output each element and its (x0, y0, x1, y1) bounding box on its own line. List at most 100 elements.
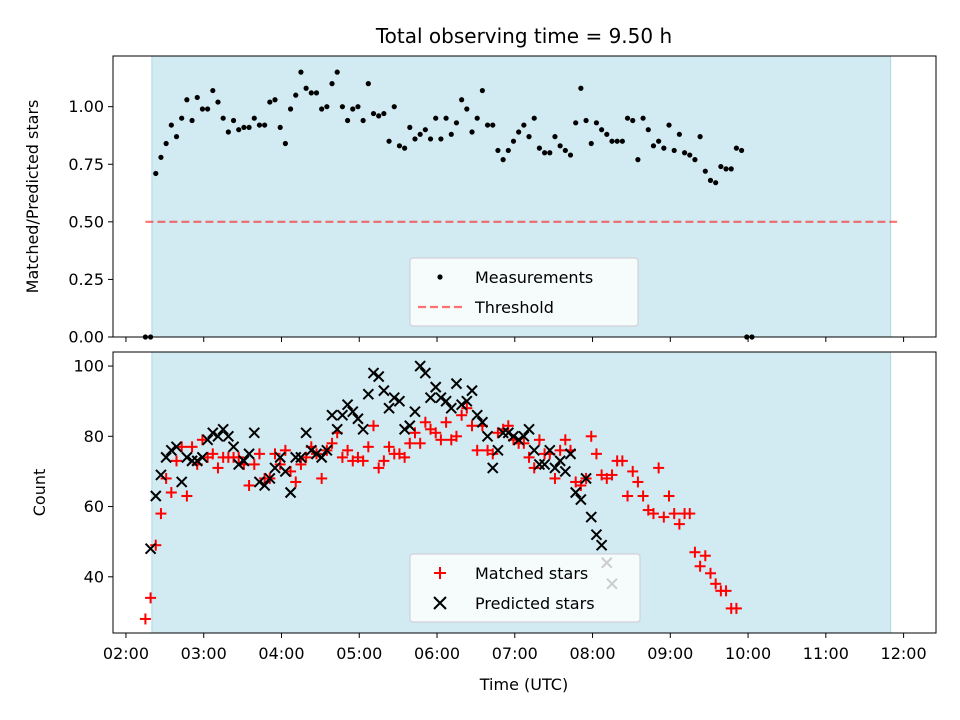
predicted-star-point (150, 490, 162, 502)
matched-star-point (160, 472, 172, 484)
measurement-point (412, 136, 418, 142)
measurement-point (635, 157, 641, 163)
measurement-point (427, 136, 434, 142)
matched-star-point (300, 451, 312, 463)
measurement-point (319, 106, 325, 112)
count-x-ticks: 02:00 03:00 04:00 05:00 06:00 07:00 08:00 09:00… (103, 633, 927, 663)
predicted-star-point (144, 542, 157, 555)
matched-star-point (440, 416, 452, 428)
predicted-star-point (305, 444, 318, 457)
measurement-point (282, 140, 288, 147)
matched-star-point (274, 458, 286, 470)
predicted-star-point (290, 451, 302, 464)
predicted-star-point (419, 367, 432, 379)
predicted-star-point (352, 413, 364, 425)
measurement-point (599, 127, 605, 133)
matched-star-point (622, 490, 634, 502)
measurement-point (552, 134, 558, 140)
measurement-point (536, 145, 543, 151)
measurement-point (681, 150, 688, 156)
measurement-point (624, 115, 631, 121)
measurement-point (376, 113, 382, 119)
measurement-point (324, 104, 330, 110)
legend-matched-marker (434, 567, 446, 579)
matched-star-point (606, 469, 618, 481)
predicted-star-point (207, 427, 219, 439)
measurement-point (510, 138, 517, 144)
measurement-point (484, 122, 491, 128)
matched-star-point (186, 441, 198, 453)
measurement-point (687, 152, 693, 158)
matched-star-point (279, 444, 291, 456)
count-y-ticks: 40 60 80 100 (73, 357, 113, 586)
measurement-point (500, 157, 506, 163)
matched-star-point (430, 427, 442, 439)
measurement-point (236, 127, 242, 133)
predicted-star-point (549, 462, 561, 474)
matched-star-point (699, 550, 711, 562)
measurement-point (676, 131, 682, 137)
predicted-star-point (595, 539, 608, 551)
y-tick-label: 60 (84, 497, 104, 516)
matched-star-point (730, 602, 742, 614)
matched-star-point (176, 441, 188, 453)
legend-box (409, 257, 639, 327)
measurement-point (313, 90, 320, 96)
predicted-star-point (341, 398, 354, 411)
predicted-star-point (201, 434, 214, 446)
measurement-point (702, 168, 708, 174)
measurement-point (267, 99, 273, 105)
matched-star-point (461, 402, 473, 414)
measurement-point (287, 106, 294, 112)
matched-star-point (155, 508, 167, 520)
predicted-star-point (471, 409, 483, 421)
matched-star-point (207, 448, 219, 460)
matched-star-point (336, 451, 348, 463)
matched-star-point (632, 476, 644, 488)
measurement-point (360, 117, 366, 124)
matched-star-point (668, 508, 680, 520)
measurement-point (583, 117, 589, 124)
measurement-point (588, 140, 594, 147)
y-tick-label: 0.50 (68, 212, 104, 231)
predicted-star-point (388, 391, 400, 404)
measurement-point (355, 104, 361, 110)
measurement-point (433, 115, 439, 121)
legend-measurements-label: Measurements (475, 268, 593, 287)
matched-star-point (171, 455, 183, 467)
predicted-star-point (575, 493, 587, 506)
legend-predicted-label: Predicted stars (475, 594, 595, 613)
matched-star-point (269, 448, 281, 460)
x-tick-label: 09:00 (647, 644, 693, 663)
predicted-star-point (435, 391, 447, 404)
matched-star-point (316, 472, 328, 484)
predicted-star-point (170, 441, 183, 453)
measurement-point (241, 124, 247, 131)
y-tick-label: 0.25 (68, 270, 104, 289)
predicted-star-point (378, 384, 390, 397)
predicted-star-point (155, 469, 167, 481)
predicted-star-point (357, 423, 369, 435)
measurement-point (438, 136, 444, 142)
measurement-point (350, 106, 356, 112)
matched-star-point (285, 465, 297, 477)
matched-star-point (409, 427, 421, 439)
measurement-point (521, 122, 527, 128)
measurement-point (402, 145, 408, 151)
matched-star-point (414, 437, 426, 449)
matched-star-point (212, 462, 224, 474)
predicted-star-point (502, 427, 515, 439)
predicted-star-point (492, 444, 504, 457)
x-tick-label: 07:00 (492, 644, 538, 663)
measurement-point (381, 110, 387, 117)
measurement-point (738, 147, 745, 154)
measurement-point (396, 143, 403, 149)
matched-star-point (502, 420, 514, 432)
matched-star-point (554, 444, 566, 456)
measurement-point (728, 166, 734, 172)
matched-star-point (684, 508, 696, 520)
matched-star-point (383, 441, 395, 453)
measurement-point (531, 115, 537, 121)
matched-star-point (435, 434, 447, 446)
measurement-point (733, 145, 740, 151)
